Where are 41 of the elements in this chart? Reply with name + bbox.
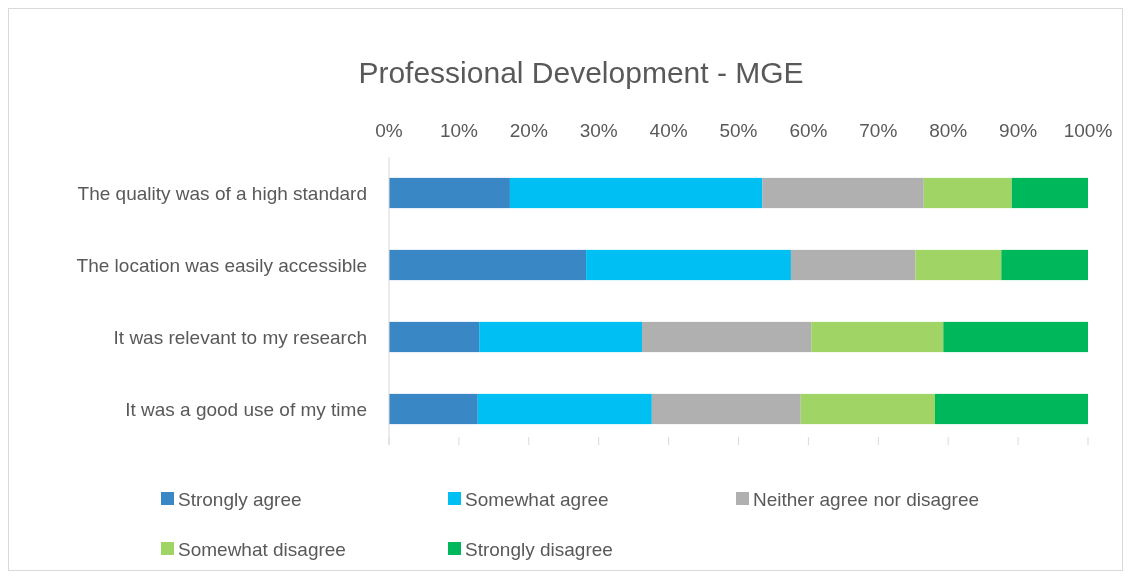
- bar: [389, 249, 587, 281]
- x-tick-label: 60%: [789, 120, 828, 141]
- bar: [389, 177, 510, 209]
- bar: [389, 321, 480, 353]
- bar: [915, 249, 1002, 281]
- chart-title: Professional Development - MGE: [358, 56, 804, 89]
- legend-label: Somewhat agree: [465, 489, 609, 510]
- x-tick-label: 70%: [859, 120, 898, 141]
- bar: [389, 393, 478, 425]
- bar: [943, 321, 1088, 353]
- bar: [790, 249, 916, 281]
- x-tick-label: 30%: [579, 120, 618, 141]
- x-tick-label: 50%: [719, 120, 758, 141]
- bar: [642, 321, 812, 353]
- x-tick-label: 100%: [1063, 120, 1113, 141]
- y-tick-label: It was a good use of my time: [125, 399, 367, 420]
- x-tick-label: 20%: [509, 120, 548, 141]
- bar: [586, 249, 791, 281]
- bar: [800, 393, 935, 425]
- bar: [811, 321, 944, 353]
- bar: [934, 393, 1088, 425]
- x-tick-label: 90%: [999, 120, 1038, 141]
- bar: [509, 177, 763, 209]
- bar: [923, 177, 1012, 209]
- legend-label: Neither agree nor disagree: [753, 489, 980, 510]
- y-tick-label: It was relevant to my research: [113, 327, 367, 348]
- legend-label: Strongly disagree: [465, 539, 613, 560]
- legend-label: Somewhat disagree: [178, 539, 346, 560]
- bar: [479, 321, 643, 353]
- x-tick-label: 10%: [439, 120, 479, 141]
- x-tick-label: 40%: [649, 120, 688, 141]
- y-tick-label: The quality was of a high standard: [77, 183, 367, 204]
- bar: [762, 177, 924, 209]
- y-tick-label: The location was easily accessible: [76, 255, 367, 276]
- x-tick-label: 80%: [929, 120, 968, 141]
- bar: [651, 393, 801, 425]
- bar: [1011, 177, 1088, 209]
- x-tick-label: 0%: [375, 120, 403, 141]
- bar: [1001, 249, 1088, 281]
- bar: [477, 393, 652, 425]
- legend-label: Strongly agree: [178, 489, 302, 510]
